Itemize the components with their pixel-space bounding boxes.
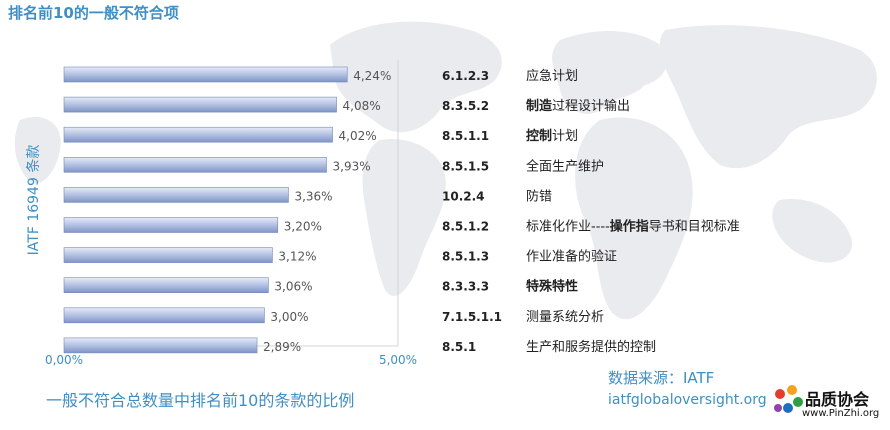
chart-caption: 一般不符合总数量中排名前10的条款的比例 — [46, 391, 355, 410]
value-label-8.3.5.2: 4,08% — [343, 99, 381, 113]
x-tick-label: 5,00% — [379, 353, 417, 367]
bar-8.5.1 — [63, 337, 258, 354]
clause-id-8.5.1.1: 8.5.1.1 — [442, 129, 489, 143]
bar-8.3.5.2 — [63, 96, 337, 113]
value-label-7.1.5.1.1: 3,00% — [270, 310, 308, 324]
clause-id-8.3.3.3: 8.3.3.3 — [442, 280, 489, 294]
clause-name-10.2.4: 防错 — [526, 188, 552, 204]
value-label-8.5.1.1: 4,02% — [339, 129, 377, 143]
clause-id-8.5.1.2: 8.5.1.2 — [442, 220, 489, 234]
clause-name-6.1.2.3: 应急计划 — [526, 68, 578, 84]
clause-name-8.5.1.5: 全面生产维护 — [526, 158, 604, 174]
bar-7.1.5.1.1 — [63, 307, 265, 324]
clause-id-8.5.1: 8.5.1 — [442, 340, 476, 354]
bar-6.1.2.3 — [63, 66, 348, 83]
bar-8.5.1.5 — [63, 157, 327, 173]
value-label-8.5.1.5: 3,93% — [333, 159, 371, 173]
clause-name-8.3.3.3: 特殊特性 — [526, 279, 578, 295]
pinzhi-logo: 品质协会 www.PinZhi.org — [772, 380, 888, 426]
clause-id-7.1.5.1.1: 7.1.5.1.1 — [442, 310, 502, 324]
clause-name-8.5.1.1: 控制计划 — [526, 128, 578, 144]
chart-title: 排名前10的一般不符合项 — [8, 4, 179, 22]
clause-name-8.5.1: 生产和服务提供的控制 — [526, 339, 656, 355]
clause-id-10.2.4: 10.2.4 — [442, 189, 485, 203]
value-label-8.5.1.3: 3,12% — [278, 250, 316, 264]
logo-text: 品质协会 — [805, 390, 870, 409]
value-label-8.5.1.2: 3,20% — [284, 220, 322, 234]
value-label-6.1.2.3: 4,24% — [353, 69, 391, 83]
bar-10.2.4 — [63, 187, 289, 203]
clause-name-7.1.5.1.1: 测量系统分析 — [526, 310, 604, 325]
value-label-10.2.4: 3,36% — [294, 189, 332, 203]
bar-8.3.3.3 — [63, 277, 269, 294]
clause-name-8.5.1.2: 标准化作业----操作指导书和目视标准 — [526, 219, 740, 235]
clause-id-8.5.1.3: 8.5.1.3 — [442, 250, 489, 264]
bar-8.5.1.1 — [63, 126, 333, 143]
logo-url: www.PinZhi.org — [802, 408, 880, 419]
bar-8.5.1.2 — [63, 217, 279, 233]
value-label-8.3.3.3: 3,06% — [274, 280, 312, 294]
bar-8.5.1.3 — [63, 247, 273, 263]
value-label-8.5.1: 2,89% — [263, 340, 301, 354]
clause-id-8.3.5.2: 8.3.5.2 — [442, 99, 489, 113]
source-label: 数据来源：IATF — [608, 369, 715, 387]
clause-name-8.3.5.2: 制造过程设计输出 — [526, 98, 630, 114]
x-tick-label: 0,00% — [45, 353, 83, 367]
logo-mark-icon — [774, 385, 803, 413]
clause-name-8.5.1.3: 作业准备的验证 — [526, 249, 617, 265]
source-url: iatfglobaloversight.org — [608, 392, 767, 408]
clause-id-6.1.2.3: 6.1.2.3 — [442, 69, 489, 83]
clause-id-8.5.1.5: 8.5.1.5 — [442, 159, 489, 173]
